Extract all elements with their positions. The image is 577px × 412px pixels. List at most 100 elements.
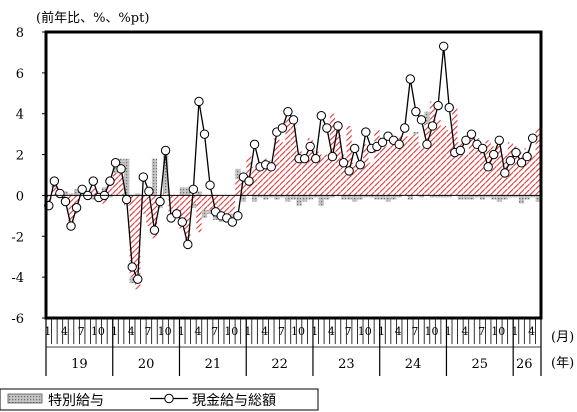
- special-pay-bar: [301, 195, 308, 202]
- x-year-label: 23: [338, 357, 355, 372]
- special-pay-bar: [229, 213, 235, 218]
- special-pay-bar: [413, 132, 419, 135]
- regular-wage-bar: [240, 181, 247, 196]
- regular-wage-bar: [407, 136, 413, 196]
- total-wage-point: [172, 209, 182, 219]
- special-pay-bar: [62, 191, 69, 196]
- special-pay-bar: [507, 195, 514, 198]
- unit-label: (前年比、%、%pt): [36, 10, 149, 26]
- total-wage-point: [60, 196, 71, 207]
- regular-wage-bar: [140, 195, 146, 214]
- total-wage-point: [394, 139, 404, 150]
- legend-label-special-pay: 特別給与: [48, 393, 104, 409]
- x-year-label: 21: [205, 357, 222, 372]
- regular-wage-bar: [457, 142, 463, 196]
- special-pay-bar: [257, 195, 263, 198]
- x-month-label: 1: [445, 325, 452, 338]
- special-pay-bar: [530, 195, 536, 198]
- regular-wage-bar: [146, 195, 152, 227]
- legend-swatch-special-pay: [7, 393, 43, 404]
- x-month-label: 4: [395, 325, 402, 338]
- x-month-label: 1: [311, 325, 318, 338]
- regular-wage-bar: [535, 128, 541, 196]
- total-wage-point: [527, 133, 538, 143]
- y-tick-label: -2: [11, 230, 24, 245]
- special-pay-bar: [518, 195, 525, 204]
- total-wage-point: [483, 162, 493, 172]
- regular-wage-bar: [530, 154, 536, 196]
- total-wage-point: [183, 239, 193, 250]
- regular-wage-bar: [491, 146, 497, 196]
- total-wage-point: [522, 151, 532, 162]
- special-pay-bar: [279, 195, 286, 198]
- total-wage-point: [233, 211, 243, 221]
- special-pay-bar: [485, 195, 491, 198]
- x-month-label: 10: [91, 325, 105, 338]
- total-wage-point: [466, 129, 477, 139]
- total-wage-point: [138, 172, 149, 182]
- special-pay-bar: [251, 195, 258, 202]
- special-pay-bar: [285, 195, 291, 202]
- x-year-label: 24: [405, 357, 422, 372]
- regular-wage-bar: [90, 177, 96, 196]
- special-pay-bar: [457, 195, 463, 200]
- total-wage-point: [516, 158, 527, 168]
- special-pay-bar: [379, 195, 386, 200]
- special-pay-bar: [218, 219, 224, 222]
- regular-wage-bar: [285, 109, 291, 196]
- total-wage-point: [422, 139, 432, 150]
- legend-box: [0, 388, 319, 411]
- special-pay-bar: [535, 195, 541, 202]
- regular-wage-bar: [207, 195, 213, 210]
- special-pay-bar: [290, 195, 297, 200]
- special-pay-bar: [496, 195, 502, 202]
- special-pay-bar: [318, 195, 324, 206]
- special-pay-bar: [179, 187, 185, 196]
- special-pay-bar: [340, 195, 347, 200]
- special-pay-bar: [368, 195, 374, 198]
- total-wage-point: [66, 221, 76, 231]
- total-wage-point: [494, 135, 504, 145]
- x-month-label: 10: [425, 325, 439, 338]
- special-pay-bar: [307, 195, 313, 200]
- special-pay-bar: [513, 195, 519, 198]
- x-month-label: 7: [144, 325, 151, 338]
- regular-wage-bar: [335, 125, 341, 196]
- regular-wage-bar: [135, 195, 141, 290]
- special-pay-bar: [491, 195, 497, 200]
- regular-wage-bar: [112, 172, 119, 196]
- x-month-label: 4: [194, 325, 201, 338]
- regular-wage-bar: [118, 168, 124, 196]
- special-pay-bar: [135, 193, 141, 196]
- total-wage-point: [266, 162, 276, 172]
- total-wage-point: [160, 145, 171, 156]
- regular-wage-bar: [340, 154, 347, 196]
- total-wage-point: [194, 96, 204, 107]
- total-wage-point: [205, 180, 215, 190]
- special-pay-bar: [235, 168, 241, 180]
- x-month-label: 4: [328, 325, 335, 338]
- regular-wage-bar: [390, 144, 397, 196]
- regular-wage-bar: [474, 138, 480, 196]
- total-wage-point: [455, 145, 466, 156]
- regular-wage-bar: [196, 195, 202, 233]
- total-wage-point: [416, 115, 427, 125]
- total-wage-point: [438, 41, 449, 51]
- regular-wage-bar: [168, 195, 174, 220]
- y-tick-label: 2: [16, 149, 24, 164]
- special-pay-bar: [474, 195, 480, 198]
- special-pay-bar: [185, 187, 191, 196]
- regular-wage-bar: [190, 195, 197, 204]
- regular-wage-bar: [274, 138, 280, 196]
- regular-wage-bar: [468, 138, 475, 196]
- total-wage-point: [461, 135, 471, 145]
- regular-wage-bar: [313, 150, 319, 196]
- special-pay-bar: [390, 195, 397, 200]
- special-pay-bar: [424, 111, 430, 124]
- regular-wage-bar: [363, 144, 369, 196]
- total-wage-point: [322, 123, 332, 133]
- total-wage-point: [477, 143, 488, 154]
- x-month-label: 1: [111, 325, 118, 338]
- total-wage-point: [227, 217, 238, 227]
